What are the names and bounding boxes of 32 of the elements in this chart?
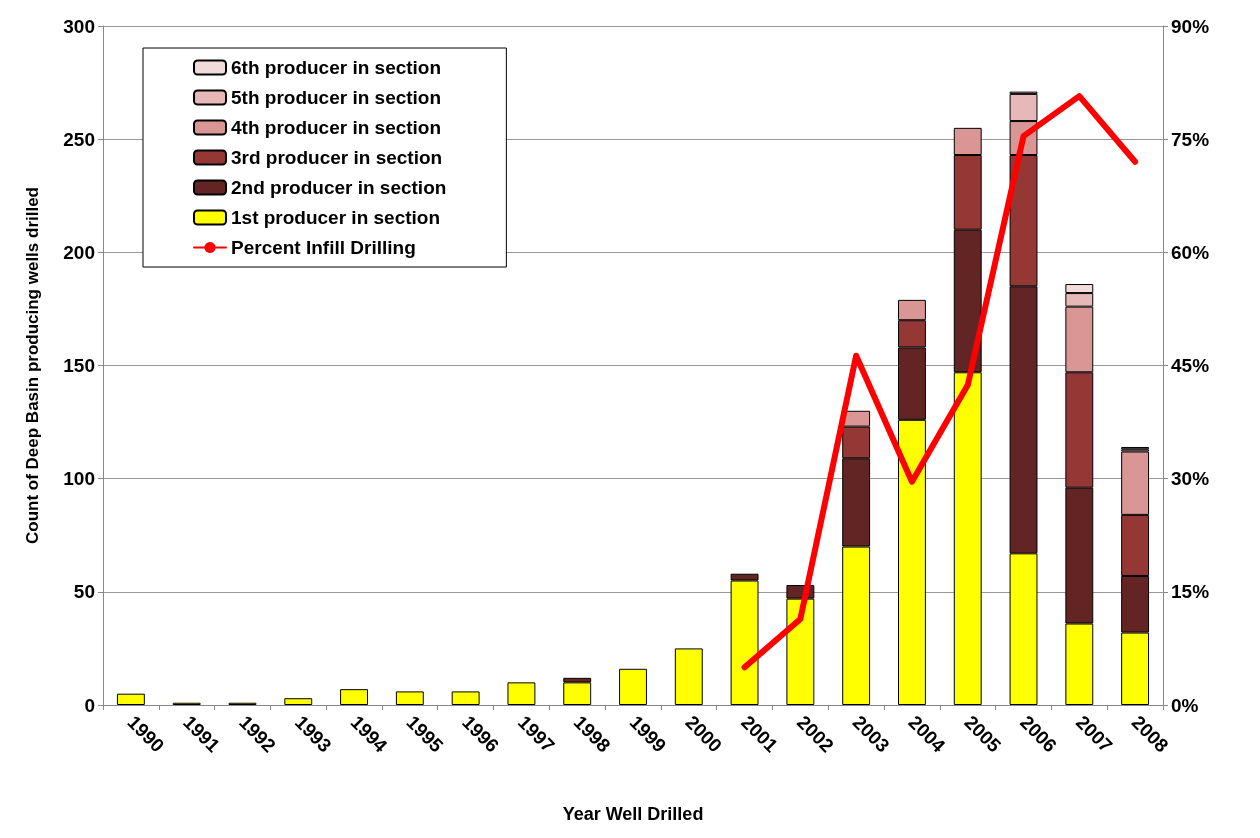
y2-tick-label: 90% [1171, 15, 1210, 37]
legend-label: 2nd producer in section [231, 177, 447, 198]
y-tick-label: 0 [84, 694, 95, 716]
legend-label: 4th producer in section [231, 117, 442, 138]
y-tick-label: 300 [63, 15, 95, 37]
y2-tick-label: 75% [1171, 128, 1210, 150]
y2-tick-label: 60% [1171, 241, 1210, 263]
x-axis-title: Year Well Drilled [562, 804, 704, 824]
y2-tick-label: 15% [1171, 581, 1210, 603]
bar [340, 689, 368, 705]
bar [507, 682, 536, 705]
y-tick-label: 50 [73, 581, 95, 603]
legend-label: 5th producer in section [231, 87, 442, 108]
y2-tick-label: 45% [1171, 355, 1210, 376]
bar [116, 693, 145, 705]
legend-label: 6th producer in section [231, 57, 442, 78]
y-tick-label: 150 [63, 355, 95, 376]
bar [619, 668, 647, 705]
y-axis-title: Count of Deep Basin producing wells drilled [23, 186, 42, 545]
legend-label: 1st producer in section [231, 207, 441, 228]
bar [395, 691, 424, 705]
y-tick-label: 250 [63, 128, 95, 150]
bar [674, 648, 703, 705]
y-tick-label: 200 [63, 241, 95, 263]
y-tick-label: 100 [63, 468, 95, 490]
legend-label: Percent Infill Drilling [231, 237, 416, 258]
bar [563, 682, 592, 705]
y2-tick-label: 0% [1171, 694, 1199, 716]
y2-tick-label: 30% [1171, 468, 1210, 490]
bar [284, 698, 313, 705]
bar [451, 691, 480, 705]
legend-label: 3rd producer in section [231, 147, 443, 168]
